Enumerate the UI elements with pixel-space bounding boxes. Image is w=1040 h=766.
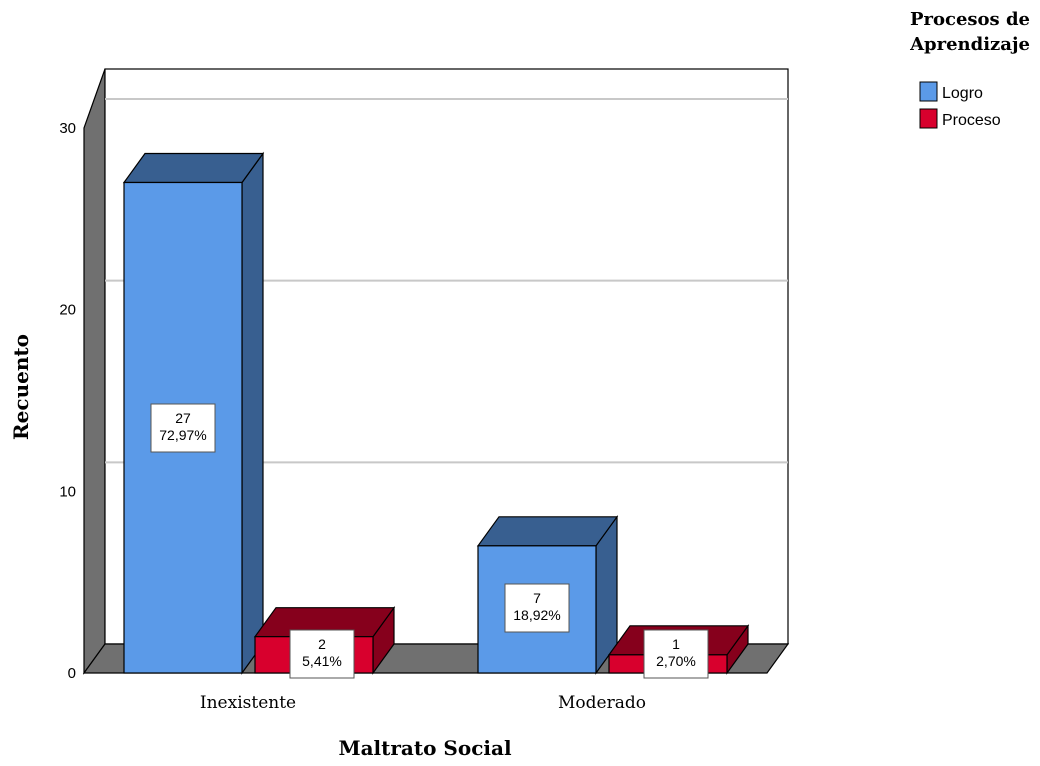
bar-top xyxy=(122,152,265,184)
x-category-label: Moderado xyxy=(558,693,646,713)
left-wall xyxy=(83,68,106,675)
data-label-text: 1 xyxy=(672,636,680,652)
data-label: 12,70% xyxy=(643,629,709,679)
y-tick-label: 30 xyxy=(59,120,76,137)
data-label-text: 2,70% xyxy=(656,653,696,669)
data-label: 25,41% xyxy=(289,629,355,679)
legend: Procesos de Aprendizaje Logro Proceso xyxy=(909,9,1030,129)
bar-side xyxy=(241,151,264,675)
data-label-text: 5,41% xyxy=(302,653,342,669)
x-category-label: Inexistente xyxy=(200,693,296,713)
data-label-box xyxy=(504,583,570,633)
data-label-text: 27 xyxy=(175,410,191,426)
y-axis-ticks: 0 10 20 30 xyxy=(59,120,76,682)
y-tick-label: 10 xyxy=(59,483,76,500)
data-label-text: 2 xyxy=(318,636,326,652)
data-label-text: 18,92% xyxy=(513,607,560,623)
data-label-box xyxy=(150,403,216,453)
bars xyxy=(122,151,750,675)
x-axis-categories: Inexistente Moderado xyxy=(200,693,646,713)
legend-label: Logro xyxy=(942,85,983,102)
y-tick-label: 0 xyxy=(68,665,76,682)
legend-title: Aprendizaje xyxy=(909,34,1030,55)
y-axis-title: Recuento xyxy=(9,334,33,440)
data-label: 718,92% xyxy=(504,583,570,633)
data-label-box xyxy=(643,629,709,679)
bar-top xyxy=(476,516,619,547)
data-label-box xyxy=(289,629,355,679)
y-tick-label: 20 xyxy=(59,302,76,319)
legend-title: Procesos de xyxy=(910,9,1030,30)
legend-label: Proceso xyxy=(942,112,1001,129)
data-label-text: 72,97% xyxy=(159,427,206,443)
legend-swatch xyxy=(919,81,938,102)
legend-swatch xyxy=(919,108,938,129)
data-label-text: 7 xyxy=(533,590,541,606)
x-axis-title: Maltrato Social xyxy=(338,736,511,760)
